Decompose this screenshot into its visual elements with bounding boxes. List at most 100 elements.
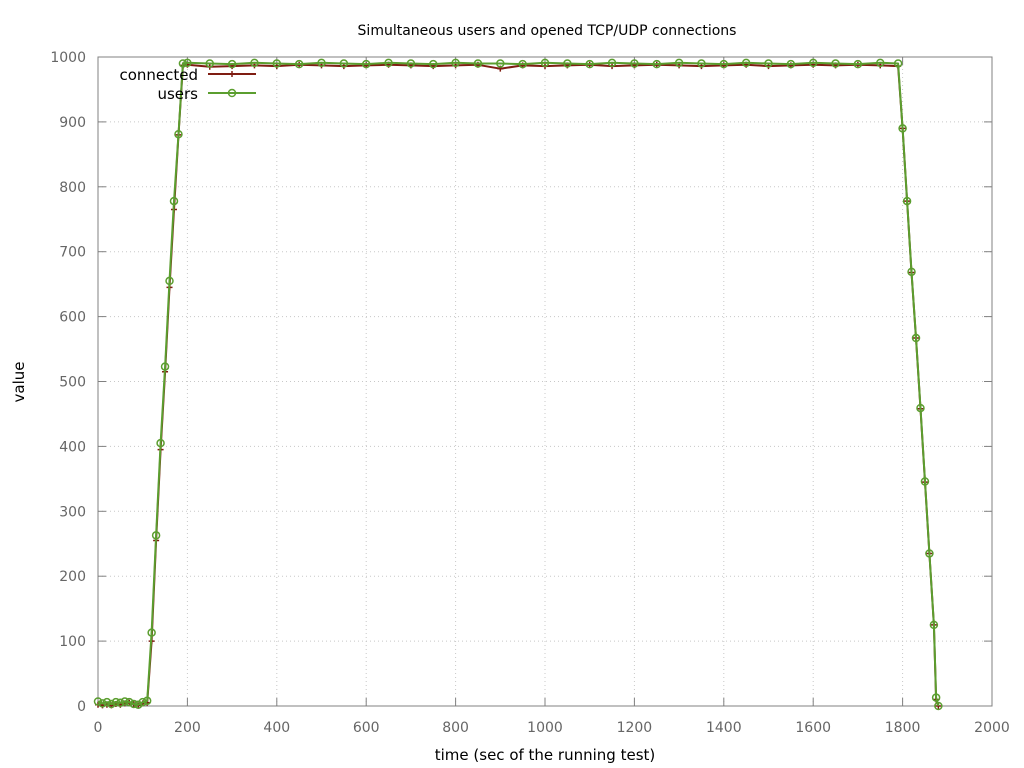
data-point-users [563,59,572,68]
data-point-users [893,59,903,68]
data-point-users [496,59,505,68]
data-point-users [630,59,639,68]
series-users [93,58,943,711]
y-tick-label: 700 [59,245,86,261]
data-point-users [911,333,921,343]
data-point-users [719,59,729,69]
data-point-users [907,267,916,277]
data-point-users [165,276,174,286]
data-point-users [607,58,617,68]
y-tick-label: 800 [59,180,86,196]
data-point-users [361,59,371,69]
data-point-users [902,196,912,206]
data-point-users [102,697,112,707]
y-tick-label: 900 [59,115,86,131]
data-point-users [142,696,152,706]
x-tick-label: 1600 [795,720,831,736]
x-tick-label: 800 [442,720,469,736]
series-connected [95,61,942,709]
y-tick-label: 300 [59,504,86,520]
legend-label-users: users [157,85,198,103]
data-point-users [786,59,796,69]
data-point-users [406,59,416,68]
data-point-users [250,58,259,68]
y-tick-label: 500 [59,375,86,391]
data-point-users [339,59,349,68]
x-tick-label: 1400 [706,720,742,736]
data-point-users [138,697,147,707]
data-point-users [111,697,121,707]
series-line-connected [97,63,940,707]
data-point-users [151,531,161,540]
legend: connected users [119,66,256,103]
data-point-users [473,59,483,68]
data-point-users [876,58,885,68]
data-point-users [174,129,183,139]
data-point-users [898,124,907,133]
y-tick-label: 200 [59,569,86,585]
legend-label-connected: connected [119,66,198,84]
y-tick-label: 600 [59,310,86,326]
data-point-users [451,58,460,68]
x-tick-label: 1000 [527,720,563,736]
data-point-users [929,620,939,630]
x-tick-label: 1800 [885,720,921,736]
data-point-users [540,58,550,68]
y-axis-label: value [10,362,28,403]
chart-title: Simultaneous users and opened TCP/UDP co… [358,23,737,39]
legend-marker-users [227,88,237,98]
data-point-users [178,59,188,68]
data-point-users [183,58,192,68]
y-tick-label: 1000 [50,50,86,66]
data-point-users [518,59,527,69]
data-point-users [120,697,130,706]
x-tick-label: 400 [263,720,290,736]
data-point-users [160,362,170,371]
data-point-users [920,477,930,486]
data-point-users [133,700,143,709]
y-tick-label: 0 [77,699,86,715]
data-point-users [853,59,863,69]
data-point-users [227,59,237,69]
axis-ticks: 0 200 400 600 800 1000 1200 1400 1600 1800 2000 0 10… [50,50,1009,736]
x-tick-label: 0 [94,720,103,736]
data-point-users [925,549,934,558]
data-point-users [585,59,594,69]
x-axis-label: time (sec of the running test) [435,746,656,764]
data-point-users [205,59,214,68]
data-point-users [272,59,282,68]
data-point-users [169,196,179,206]
data-point-users [125,697,134,707]
data-point-users [741,58,751,68]
y-tick-label: 100 [59,634,86,650]
data-point-users [147,628,156,637]
data-point-users [697,59,706,68]
data-point-users [764,59,773,68]
data-point-users [384,58,393,68]
data-point-users [107,699,116,709]
series-line-users [97,61,940,707]
y-tick-label: 400 [59,439,86,455]
x-tick-label: 1200 [617,720,653,736]
data-point-users [808,58,818,68]
data-point-users [429,59,438,69]
data-point-users [116,698,125,708]
data-point-users [916,403,925,413]
data-point-users [129,699,139,709]
x-tick-label: 200 [174,720,201,736]
data-point-users [934,701,943,711]
data-point-users [674,58,684,68]
data-point-users [294,59,304,69]
data-point-users [652,59,661,69]
data-point-users [156,438,165,448]
x-tick-label: 600 [353,720,380,736]
data-point-users [93,697,103,706]
data-point-users [831,59,840,68]
data-point-users [98,699,107,708]
x-tick-label: 2000 [974,720,1010,736]
series-layer [93,58,943,711]
grid-lines [98,57,992,706]
data-point-users [931,693,941,702]
data-point-users [317,58,326,68]
